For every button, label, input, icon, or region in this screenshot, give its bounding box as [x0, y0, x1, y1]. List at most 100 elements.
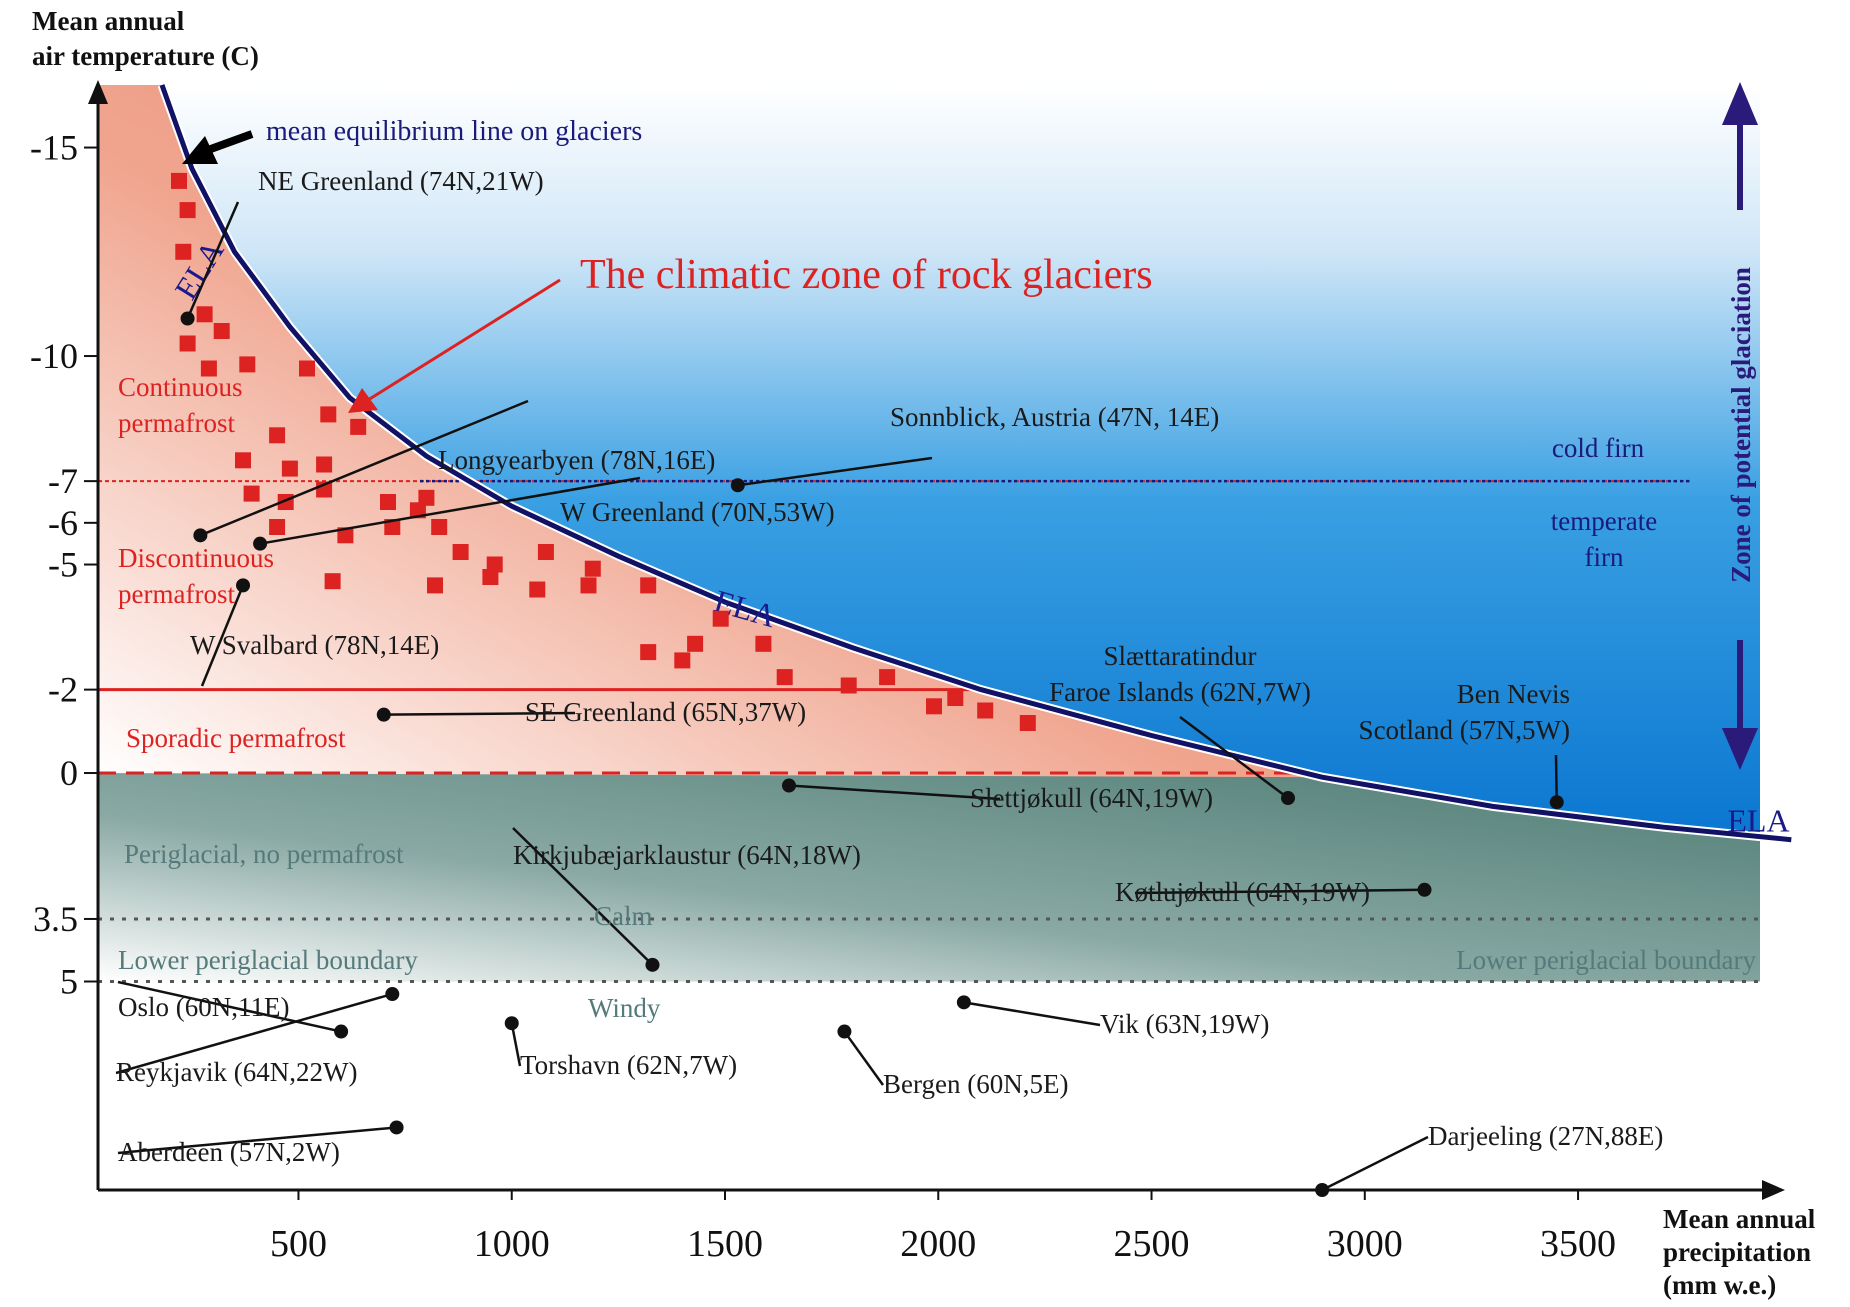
- site-leader-line: [117, 1126, 397, 1155]
- site-leader-line: [200, 584, 245, 687]
- site-label: Vik (63N,19W): [1100, 1009, 1269, 1039]
- rock-glacier-point: [196, 306, 213, 323]
- site-leader-line: [510, 1022, 522, 1067]
- rock-glacier-arrow-line: [359, 278, 561, 407]
- site-leader-line: [115, 992, 393, 1075]
- site-marker: [193, 528, 208, 543]
- rock-glacier-point: [755, 635, 772, 652]
- site-marker: [385, 987, 400, 1002]
- site-label: Slættaratindur: [1104, 641, 1257, 671]
- x-axis-title-line-2: precipitation: [1663, 1237, 1811, 1267]
- rock-glacier-point: [947, 690, 964, 706]
- x-tick-label: 2000: [900, 1223, 976, 1265]
- x-tick-label: 2500: [1114, 1223, 1190, 1265]
- site-marker: [180, 311, 195, 326]
- windy-label: Windy: [588, 993, 661, 1023]
- y-axis-title-line-2: air temperature (C): [32, 41, 259, 71]
- temperate-firn-label-1: temperate: [1551, 506, 1657, 536]
- zone-lines: [98, 479, 1760, 984]
- site-markers: NE Greenland (74N,21W) Longyearbyen (78N,…: [115, 166, 1663, 1197]
- site-label: NE Greenland (74N,21W): [258, 166, 544, 196]
- site-label: SE Greenland (65N,37W): [525, 697, 806, 727]
- rock-glacier-point: [537, 544, 554, 560]
- site-label: Reykjavik (64N,22W): [116, 1057, 357, 1087]
- site-label: Longyearbyen (78N,16E): [438, 445, 715, 475]
- y-tick-label: -2: [48, 670, 78, 710]
- site-leader-line: [737, 456, 933, 487]
- site-leader-line: [1321, 1135, 1429, 1192]
- x-tick-label: 3000: [1327, 1223, 1403, 1265]
- rock-glacier-point: [281, 460, 298, 477]
- rock-glacier-point: [580, 577, 597, 594]
- lower-boundary-label-right: Lower periglacial boundary: [1456, 945, 1756, 975]
- site-leader-line: [383, 711, 576, 716]
- site-marker: [1417, 882, 1432, 897]
- site-label: Oslo (60N,11E): [118, 992, 289, 1022]
- y-tick-label: -6: [48, 503, 78, 543]
- site-marker: [253, 536, 268, 551]
- site-marker: [236, 578, 251, 593]
- mean-ela-arrow-line: [206, 130, 254, 154]
- mean-ela-label: mean equilibrium line on glaciers: [266, 116, 642, 147]
- site-leader-line: [512, 827, 654, 966]
- rock-glacier-point: [427, 577, 443, 594]
- rock-glacier-point: [1019, 715, 1036, 731]
- discontinuous-label-1: Discontinuous: [118, 543, 274, 573]
- x-tick-label: 1000: [474, 1223, 550, 1265]
- rock-glacier-point: [243, 485, 260, 502]
- discontinuous-label-2: permafrost: [118, 579, 235, 609]
- site-label: Køtlujøkull (64N,19W): [1115, 877, 1370, 907]
- rock-glacier-point: [320, 406, 337, 423]
- rock-glacier-point: [482, 569, 499, 585]
- continuous-label-2: permafrost: [118, 408, 235, 438]
- rock-glacier-point: [776, 669, 793, 686]
- rock-glacier-point: [687, 635, 704, 652]
- rock-glacier-point: [324, 573, 341, 590]
- cold-firn-label: cold firn: [1552, 433, 1645, 463]
- rock-glacier-arrow-head: [348, 388, 378, 413]
- rock-glacier-point: [171, 172, 187, 189]
- background-zones: [98, 85, 1792, 982]
- y-tick-label: -7: [48, 461, 78, 501]
- site-marker: [956, 995, 971, 1010]
- rock-glacier-point: [200, 360, 217, 377]
- site-marker: [1281, 791, 1296, 806]
- rock-glacier-point: [213, 323, 230, 339]
- rock-glacier-point: [337, 527, 354, 544]
- site-marker: [334, 1024, 349, 1039]
- site-label: Kirkjubæjarklaustur (64N,18W): [513, 840, 861, 870]
- glaciation-arrow-bottom-head: [1722, 728, 1758, 770]
- x-tick-label: 1500: [687, 1223, 763, 1265]
- rock-glacier-point: [418, 489, 435, 506]
- y-tick-label: -15: [30, 128, 78, 168]
- x-axis-title-line-1: Mean annual: [1663, 1204, 1816, 1234]
- site-marker: [730, 478, 745, 493]
- temperate-firn-label-2: firn: [1585, 542, 1624, 572]
- site-leader-line: [259, 476, 641, 545]
- rock-glacier-point: [640, 577, 657, 594]
- rock-glacier-point: [269, 519, 286, 535]
- rock-glacier-point: [269, 427, 286, 444]
- site-label: Aberdeen (57N,2W): [118, 1137, 340, 1167]
- periglacial-zone-area: [98, 773, 1792, 982]
- rock-glacier-point: [179, 202, 196, 219]
- site-leader-line: [963, 1001, 1101, 1027]
- rock-glacier-point: [380, 494, 396, 510]
- site-label: Ben Nevis: [1457, 679, 1570, 709]
- site-leader-line: [1554, 754, 1558, 803]
- y-tick-label: -5: [48, 545, 78, 585]
- rock-glacier-point: [350, 418, 367, 435]
- site-label: Faroe Islands (62N,7W): [1049, 677, 1311, 707]
- site-leader-line: [843, 1030, 885, 1086]
- y-tick-label: 0: [60, 753, 78, 793]
- site-label: Sonnblick, Austria (47N, 14E): [890, 402, 1219, 432]
- site-marker: [1549, 795, 1564, 810]
- y-axis-title-line-1: Mean annual: [32, 6, 185, 36]
- rock-glacier-point: [299, 360, 315, 377]
- lower-boundary-label-left: Lower periglacial boundary: [118, 945, 418, 975]
- rock-glacier-point: [384, 519, 401, 535]
- site-label: Bergen (60N,5E): [883, 1069, 1068, 1099]
- mean-ela-arrow-head: [182, 136, 218, 164]
- site-leader-line: [788, 784, 1001, 801]
